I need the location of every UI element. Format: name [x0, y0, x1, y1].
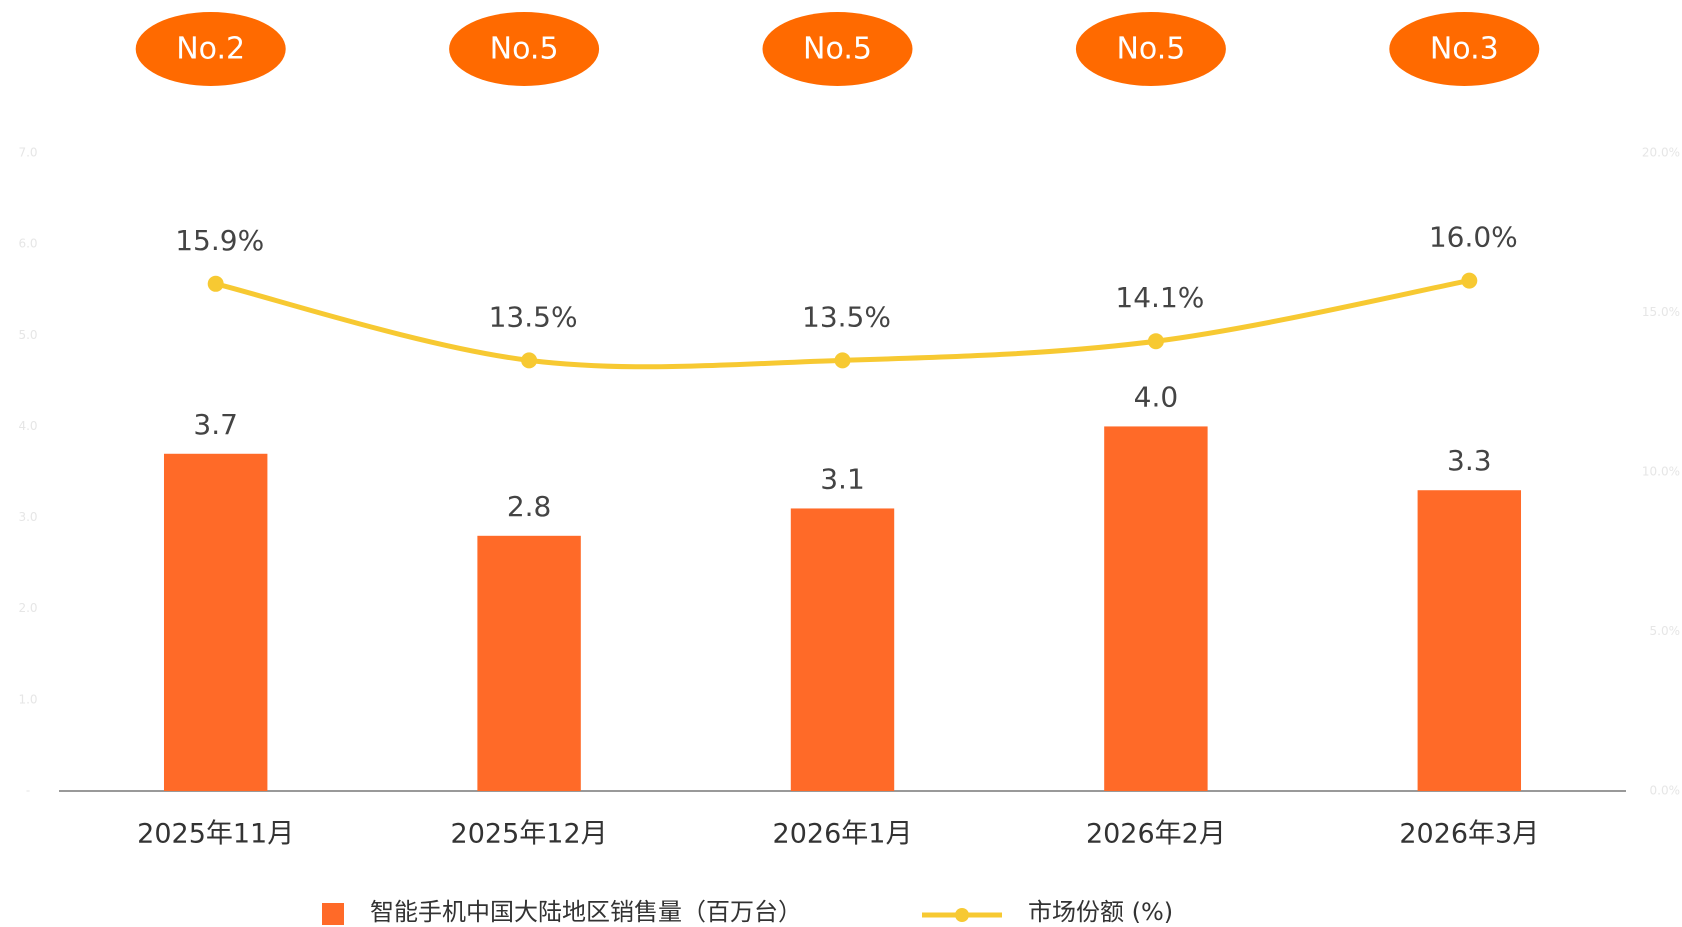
data-label: 3.3 — [1447, 444, 1492, 477]
y-tick-label: 6.0 — [18, 237, 37, 251]
share-point — [834, 352, 851, 369]
x-tick-label: 2025年12月 — [451, 819, 608, 850]
legend-label: 智能手机中国大陆地区销售量（百万台） — [370, 898, 802, 926]
bar — [163, 453, 268, 791]
y-tick-label: 5.0 — [18, 328, 37, 342]
share-point — [1461, 272, 1478, 289]
x-tick-label: 2025年11月 — [137, 819, 294, 850]
y-tick-label: 7.0 — [18, 146, 37, 160]
x-tick-label: 2026年3月 — [1399, 819, 1539, 850]
bar — [1417, 490, 1522, 791]
y-tick-label: 2.0 — [18, 601, 37, 615]
data-label: 16.0% — [1429, 221, 1518, 254]
bar — [790, 508, 895, 791]
y-tick-label: - — [26, 784, 30, 798]
y2-tick-label: 15.0% — [1642, 305, 1680, 319]
data-label: 14.1% — [1115, 281, 1204, 314]
rank-badge — [1075, 12, 1226, 86]
data-label: 3.7 — [193, 408, 238, 441]
y-tick-label: 4.0 — [18, 419, 37, 433]
share-point — [521, 352, 538, 369]
legend-label: 市场份额 (%) — [1028, 898, 1173, 926]
rank-badge — [135, 12, 286, 86]
x-tick-label: 2026年2月 — [1086, 819, 1226, 850]
y-tick-label: 1.0 — [18, 692, 37, 706]
rank-label: No.5 — [1116, 32, 1185, 67]
y2-tick-label: 20.0% — [1642, 146, 1680, 160]
rank-label: No.5 — [490, 32, 559, 67]
rank-label: No.5 — [803, 32, 872, 67]
data-label: 13.5% — [802, 300, 891, 333]
y-tick-label: 3.0 — [18, 510, 37, 524]
bar — [1104, 426, 1208, 791]
legend-swatch — [955, 908, 969, 922]
data-label: 4.0 — [1134, 380, 1179, 413]
y2-tick-label: 10.0% — [1642, 465, 1680, 479]
rank-badge — [1389, 12, 1540, 86]
bar — [477, 535, 581, 791]
data-label: 2.8 — [507, 490, 552, 523]
rank-badge — [762, 12, 913, 86]
x-tick-label: 2026年1月 — [773, 819, 913, 850]
share-point — [1147, 333, 1164, 350]
y2-tick-label: 0.0% — [1650, 784, 1681, 798]
rank-label: No.3 — [1430, 32, 1499, 67]
legend-swatch — [322, 903, 344, 925]
data-label: 13.5% — [489, 300, 578, 333]
data-label: 15.9% — [175, 224, 264, 257]
share-point — [207, 275, 224, 292]
rank-label: No.2 — [176, 32, 245, 67]
data-label: 3.1 — [820, 462, 865, 495]
rank-badge — [449, 12, 600, 86]
y2-tick-label: 5.0% — [1650, 624, 1681, 638]
